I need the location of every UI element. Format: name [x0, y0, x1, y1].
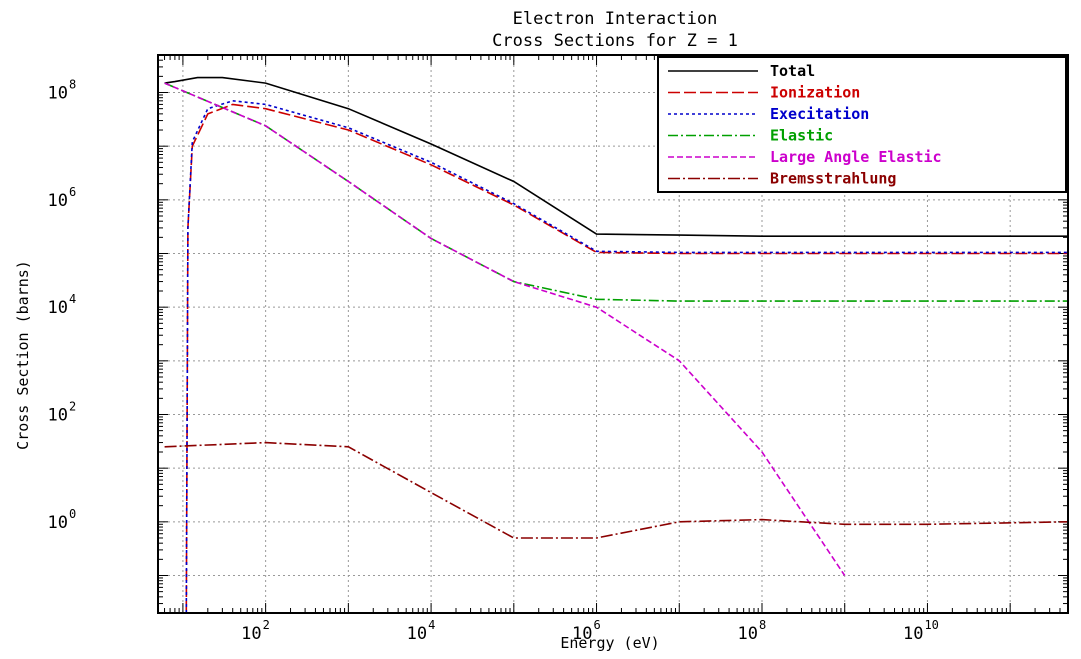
legend-label: Bremsstrahlung	[770, 170, 896, 188]
legend: Total Ionization Execitation Elastic Large A…	[657, 56, 1067, 193]
x-tick-labels: 10 2 10 4 10 6 10 8 10 10	[241, 618, 939, 644]
y-tick-label: 10	[48, 84, 68, 104]
x-tick-label: 10	[903, 624, 923, 644]
y-tick-exponent: 4	[69, 292, 76, 306]
grid	[158, 55, 1068, 613]
x-tick-exponent: 4	[428, 618, 435, 632]
y-tick-exponent: 2	[69, 399, 76, 413]
series-ionization	[185, 103, 1068, 614]
series-large-angle-elastic	[164, 82, 846, 576]
y-tick-exponent: 0	[69, 507, 76, 521]
x-tick-label: 10	[572, 624, 592, 644]
plot-frame	[157, 54, 1069, 614]
series-total	[164, 76, 1068, 237]
legend-label: Total	[770, 62, 815, 80]
x-tick-exponent: 8	[759, 618, 766, 632]
y-tick-label: 10	[48, 405, 68, 425]
y-tick-label: 10	[48, 298, 68, 318]
y-tick-exponent: 8	[69, 78, 76, 92]
legend-label: Elastic	[770, 127, 833, 145]
chart-subtitle: Cross Sections for Z = 1	[492, 31, 738, 51]
series-elastic	[164, 82, 1068, 302]
legend-label: Execitation	[770, 105, 869, 123]
x-tick-label: 10	[241, 624, 261, 644]
x-tick-exponent: 6	[594, 618, 601, 632]
x-tick-label: 10	[407, 624, 427, 644]
x-axis-label: Energy (eV)	[560, 634, 659, 652]
series-lines	[164, 76, 1069, 614]
series-bremsstrahlung	[164, 441, 1069, 539]
x-tick-exponent: 10	[924, 618, 938, 632]
x-tick-exponent: 2	[263, 618, 270, 632]
y-tick-label: 10	[48, 191, 68, 211]
y-tick-exponent: 6	[69, 185, 76, 199]
legend-box	[657, 56, 1067, 193]
y-tick-label: 10	[48, 513, 68, 533]
legend-label: Ionization	[770, 84, 860, 102]
legend-label: Large Angle Elastic	[770, 148, 942, 166]
chart-title: Electron Interaction	[513, 9, 718, 29]
y-axis-label: Cross Section (barns)	[14, 260, 32, 450]
x-tick-label: 10	[738, 624, 758, 644]
